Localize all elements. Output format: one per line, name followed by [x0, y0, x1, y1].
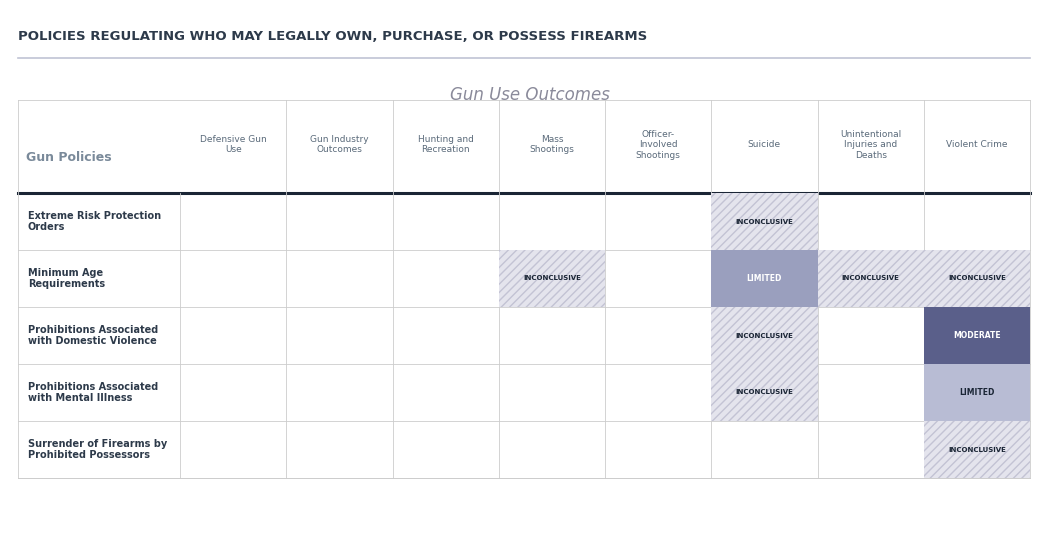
Text: INCONCLUSIVE: INCONCLUSIVE: [948, 276, 1006, 282]
Text: Prohibitions Associated
with Domestic Violence: Prohibitions Associated with Domestic Vi…: [28, 325, 158, 346]
Text: Unintentional
Injuries and
Deaths: Unintentional Injuries and Deaths: [840, 130, 902, 159]
Bar: [711, 364, 818, 421]
Bar: [711, 307, 818, 364]
Text: Prohibitions Associated
with Mental Illness: Prohibitions Associated with Mental Illn…: [28, 382, 158, 403]
Bar: [818, 250, 924, 307]
Text: INCONCLUSIVE: INCONCLUSIVE: [523, 276, 581, 282]
Bar: [499, 250, 605, 307]
Text: Mass
Shootings: Mass Shootings: [529, 135, 574, 155]
Text: INCONCLUSIVE: INCONCLUSIVE: [735, 219, 793, 225]
Text: LIMITED: LIMITED: [959, 388, 995, 397]
Text: INCONCLUSIVE: INCONCLUSIVE: [735, 333, 793, 339]
Bar: [711, 364, 818, 421]
Bar: [924, 421, 1030, 478]
Bar: [924, 250, 1030, 307]
Text: Minimum Age
Requirements: Minimum Age Requirements: [28, 268, 106, 289]
Bar: [711, 250, 818, 307]
Bar: [924, 364, 1030, 421]
Text: Surrender of Firearms by
Prohibited Possessors: Surrender of Firearms by Prohibited Poss…: [28, 439, 167, 460]
Text: Violent Crime: Violent Crime: [947, 140, 1007, 149]
Text: INCONCLUSIVE: INCONCLUSIVE: [948, 447, 1006, 453]
Text: Gun Use Outcomes: Gun Use Outcomes: [450, 86, 610, 104]
Text: Gun Industry
Outcomes: Gun Industry Outcomes: [310, 135, 368, 155]
Text: Officer-
Involved
Shootings: Officer- Involved Shootings: [636, 130, 681, 159]
Text: MODERATE: MODERATE: [953, 331, 1001, 340]
Text: INCONCLUSIVE: INCONCLUSIVE: [735, 390, 793, 396]
Bar: [711, 193, 818, 250]
Text: Defensive Gun
Use: Defensive Gun Use: [200, 135, 267, 155]
Text: POLICIES REGULATING WHO MAY LEGALLY OWN, PURCHASE, OR POSSESS FIREARMS: POLICIES REGULATING WHO MAY LEGALLY OWN,…: [18, 30, 647, 43]
Bar: [924, 421, 1030, 478]
Text: LIMITED: LIMITED: [747, 274, 782, 283]
Bar: [711, 307, 818, 364]
Bar: [711, 193, 818, 250]
Text: Gun Policies: Gun Policies: [26, 151, 112, 164]
Bar: [924, 307, 1030, 364]
Text: Extreme Risk Protection
Orders: Extreme Risk Protection Orders: [28, 210, 161, 232]
Bar: [818, 250, 924, 307]
Text: Suicide: Suicide: [748, 140, 781, 149]
Text: INCONCLUSIVE: INCONCLUSIVE: [842, 276, 900, 282]
Text: Hunting and
Recreation: Hunting and Recreation: [417, 135, 474, 155]
Bar: [499, 250, 605, 307]
Bar: [924, 250, 1030, 307]
